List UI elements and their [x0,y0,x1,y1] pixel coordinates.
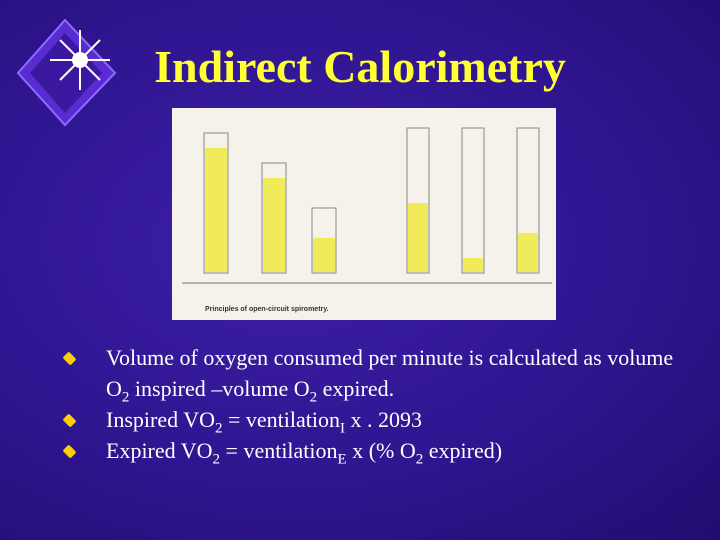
bullet-item: Expired VO2 = ventilationE x (% O2 expir… [62,435,682,468]
subscript: 2 [415,451,424,468]
bullet-text: x . 2093 [344,407,422,432]
bullet-text: Inspired VO [106,407,215,432]
bullet-text: = ventilation [222,407,340,432]
figure-caption: Principles of open-circuit spirometry. [205,306,329,313]
subscript: 2 [212,451,221,468]
subscript: 2 [214,420,223,437]
logo [16,18,117,127]
bullet-item: Inspired VO2 = ventilationI x . 2093 [62,404,682,437]
subscript: I [339,420,345,437]
bullet-list: Volume of oxygen consumed per minute is … [62,342,682,468]
bullet-text: x (% O [346,438,416,463]
bullet-text: Expired VO [106,438,213,463]
bullet-text: expired. [317,376,395,401]
subscript: 2 [121,389,130,406]
bullet-marker [62,413,77,428]
bullet-marker [62,444,77,459]
bullet-text: = ventilation [220,438,338,463]
bullet-text: Volume of oxygen consumed per minute is … [106,345,674,401]
slide-title: Indirect Calorimetry [154,41,566,92]
figure-drawing [182,127,552,284]
bullet-text: expired) [423,438,503,463]
figure [172,108,556,320]
subscript: 2 [309,389,318,406]
bullet-marker [62,351,77,366]
bullet-item: Volume of oxygen consumed per minute is … [62,342,682,406]
subscript: E [337,451,347,468]
bullet-text: inspired –volume O [129,376,310,401]
